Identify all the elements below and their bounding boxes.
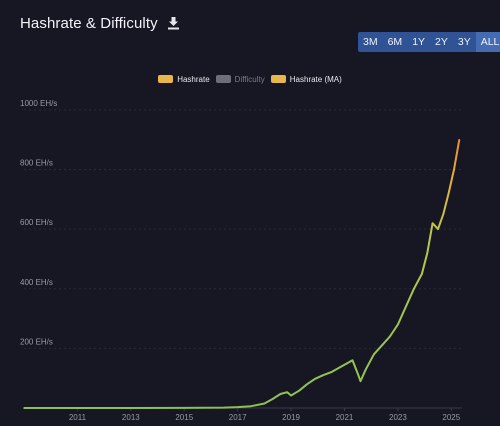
data-point: [405, 305, 407, 308]
legend-label-difficulty: Difficulty: [234, 74, 265, 84]
data-point: [373, 353, 375, 356]
y-tick-label: 1000 EH/s: [20, 99, 57, 108]
x-tick-label: 2023: [389, 413, 407, 422]
data-point: [359, 380, 362, 382]
data-point: [250, 405, 252, 408]
data-point: [271, 398, 274, 400]
chart-header: Hashrate & Difficulty: [20, 12, 180, 34]
data-point: [453, 168, 455, 171]
legend-item-hashrate-ma[interactable]: Hashrate (MA): [270, 74, 342, 84]
data-point: [306, 383, 308, 385]
x-tick-label: 2015: [175, 413, 193, 422]
data-point: [458, 138, 461, 141]
data-point: [286, 391, 288, 394]
data-point: [431, 222, 434, 224]
legend-label-hashrate: Hashrate: [177, 74, 210, 84]
data-point: [130, 407, 132, 409]
data-point: [183, 407, 186, 409]
data-point: [279, 393, 282, 395]
data-point: [442, 213, 445, 216]
data-point: [330, 371, 332, 374]
y-tick-label: 800 EH/s: [20, 159, 53, 168]
legend-item-hashrate[interactable]: Hashrate: [158, 74, 210, 84]
series-line-hashrate-ma: [24, 139, 461, 409]
x-tick-label: 2013: [122, 413, 140, 422]
data-point: [263, 402, 266, 405]
x-tick-label: 2017: [229, 413, 247, 422]
range-button-6m[interactable]: 6M: [387, 36, 403, 48]
data-point: [338, 366, 340, 369]
data-point: [357, 372, 359, 375]
legend-label-hashrate-ma: Hashrate (MA): [289, 74, 342, 84]
data-point: [322, 374, 324, 377]
data-point: [447, 192, 450, 195]
data-point: [298, 389, 300, 392]
x-tick-label: 2021: [336, 413, 354, 422]
data-point: [76, 407, 79, 409]
x-tick-label: 2019: [282, 413, 300, 422]
data-point: [346, 362, 348, 365]
download-icon[interactable]: [167, 16, 180, 30]
chart-legend: Hashrate Difficulty Hashrate (MA): [0, 72, 500, 86]
data-point: [413, 287, 415, 290]
data-point: [351, 359, 354, 362]
legend-swatch-hashrate: [158, 75, 174, 83]
data-point: [23, 407, 25, 409]
data-point: [223, 406, 226, 409]
y-tick-label: 200 EH/s: [20, 337, 53, 346]
legend-swatch-difficulty: [215, 75, 231, 83]
data-point: [381, 344, 383, 347]
y-tick-label: 400 EH/s: [20, 278, 53, 287]
range-button-3y[interactable]: 3Y: [457, 36, 471, 48]
chart-title: Hashrate & Difficulty: [20, 14, 158, 32]
data-point: [397, 323, 399, 326]
data-point: [290, 394, 292, 397]
range-button-3m[interactable]: 3M: [363, 36, 378, 48]
range-button-1y[interactable]: 1Y: [412, 36, 426, 48]
data-point: [421, 273, 423, 275]
range-button-all[interactable]: ALL: [475, 32, 500, 52]
data-point: [365, 368, 367, 371]
y-tick-label: 600 EH/s: [20, 218, 53, 227]
data-point: [236, 406, 239, 408]
range-button-2y[interactable]: 2Y: [435, 36, 448, 48]
range-selector: 3M 6M 1Y 2Y 3Y ALL: [358, 32, 500, 52]
legend-swatch-hashrate-ma: [270, 75, 286, 83]
legend-item-difficulty[interactable]: Difficulty: [215, 74, 265, 84]
x-tick-label: 2025: [442, 413, 460, 422]
data-point: [314, 377, 316, 380]
x-tick-label: 2011: [69, 413, 87, 422]
data-point: [426, 252, 429, 254]
data-point: [389, 335, 391, 338]
data-point: [437, 228, 439, 230]
